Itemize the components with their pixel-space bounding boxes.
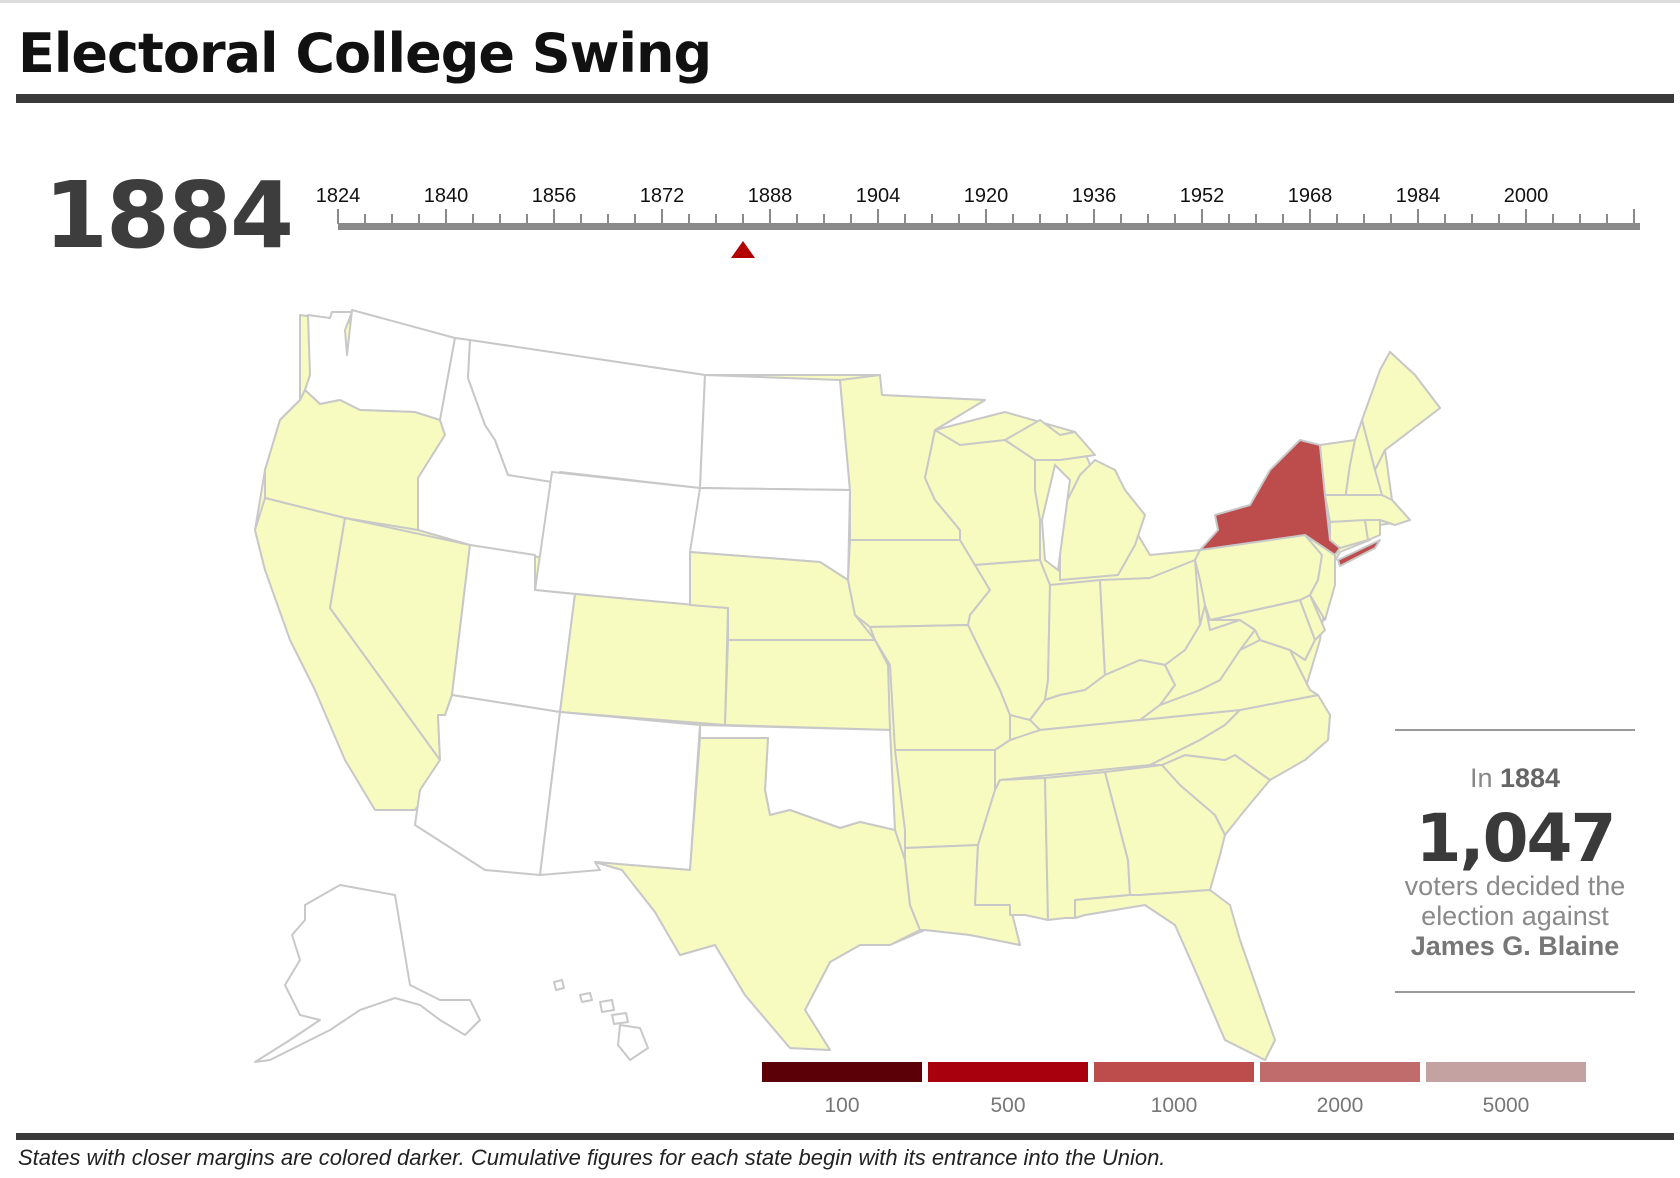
legend-label: 500	[990, 1094, 1026, 1117]
legend-swatch	[928, 1062, 1088, 1082]
great-lakes-water	[1040, 463, 1072, 572]
legend-item-100: 100	[762, 1062, 922, 1118]
selected-year-display: 1884	[44, 162, 294, 269]
state-north-dakota[interactable]	[699, 374, 851, 491]
legend-item-2000: 2000	[1260, 1062, 1420, 1118]
state-new-jersey[interactable]	[1304, 534, 1336, 621]
legend-swatch	[1260, 1062, 1420, 1082]
title-rule	[16, 94, 1674, 103]
state-new-mexico[interactable]	[539, 711, 701, 876]
summary-description: voters decided the election against	[1404, 871, 1626, 931]
state-maine[interactable]	[1361, 351, 1441, 471]
state-rhode-island[interactable]	[1364, 519, 1381, 541]
state-arkansas[interactable]	[894, 749, 996, 849]
state-connecticut[interactable]	[1329, 519, 1369, 549]
state-montana[interactable]	[467, 339, 706, 489]
legend-swatch	[1426, 1062, 1586, 1082]
color-legend: 100 500 1000 2000 5000	[762, 1062, 1590, 1122]
summary-top-rule	[1395, 729, 1635, 731]
state-kansas[interactable]	[724, 639, 891, 731]
page-title: Electoral College Swing	[18, 22, 712, 85]
summary-year: 1884	[1499, 763, 1561, 793]
legend-label: 1000	[1150, 1094, 1198, 1117]
top-border	[0, 0, 1680, 3]
state-wyoming[interactable]	[534, 471, 701, 606]
state-florida[interactable]	[1074, 889, 1276, 1061]
legend-label: 5000	[1482, 1094, 1530, 1117]
footnote: States with closer margins are colored d…	[18, 1145, 1166, 1170]
state-alaska[interactable]	[254, 884, 481, 1063]
summary-bottom-rule	[1395, 991, 1635, 993]
state-texas[interactable]	[594, 737, 921, 1051]
legend-item-1000: 1000	[1094, 1062, 1254, 1118]
bottom-rule	[16, 1133, 1674, 1140]
state-colorado[interactable]	[559, 593, 729, 726]
summary-year-line: In 1884	[1395, 763, 1635, 794]
legend-swatch	[1094, 1062, 1254, 1082]
legend-swatch	[762, 1062, 922, 1082]
state-mississippi[interactable]	[974, 777, 1049, 921]
state-north-carolina[interactable]	[1149, 694, 1331, 781]
legend-label: 100	[824, 1094, 860, 1117]
legend-label: 2000	[1316, 1094, 1364, 1117]
summary-candidate: James G. Blaine	[1410, 931, 1620, 961]
summary-voter-count: 1,047	[1415, 800, 1617, 877]
legend-item-5000: 5000	[1426, 1062, 1586, 1118]
election-summary: In 1884 1,047 voters decided the electio…	[1395, 729, 1635, 993]
state-hawaii[interactable]	[553, 979, 649, 1061]
legend-item-500: 500	[928, 1062, 1088, 1118]
summary-in-label: In	[1469, 763, 1493, 793]
